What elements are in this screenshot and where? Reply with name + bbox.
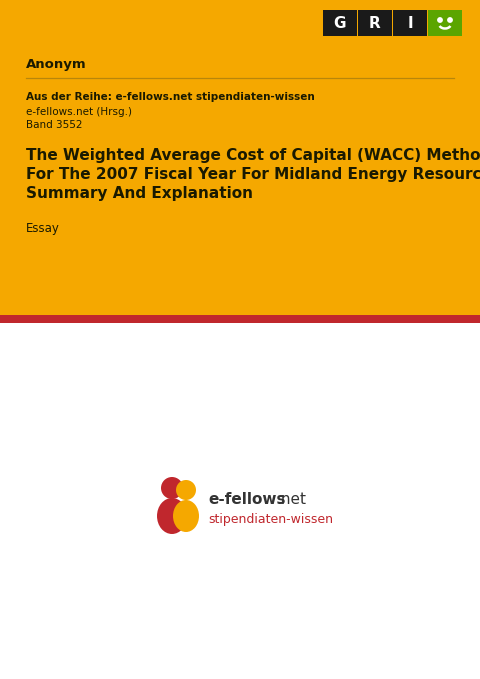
Text: The Weighted Average Cost of Capital (WACC) Method: The Weighted Average Cost of Capital (WA… — [26, 148, 480, 163]
Text: G: G — [334, 16, 346, 31]
Text: Aus der Reihe: e-fellows.net stipendiaten-wissen: Aus der Reihe: e-fellows.net stipendiate… — [26, 92, 315, 102]
Bar — [428, 10, 462, 36]
Text: .net: .net — [276, 492, 306, 507]
Text: For The 2007 Fiscal Year For Midland Energy Resources.: For The 2007 Fiscal Year For Midland Ene… — [26, 167, 480, 182]
Bar — [0, 323, 480, 679]
Bar — [0, 315, 480, 323]
Bar — [0, 0, 480, 315]
Text: R: R — [369, 16, 381, 31]
Circle shape — [438, 18, 442, 22]
Text: Essay: Essay — [26, 222, 60, 235]
Text: I: I — [407, 16, 413, 31]
Text: stipendiaten-wissen: stipendiaten-wissen — [208, 513, 333, 526]
Text: e-fellows: e-fellows — [208, 492, 286, 507]
Text: Anonym: Anonym — [26, 58, 86, 71]
Circle shape — [448, 18, 452, 22]
Ellipse shape — [173, 500, 199, 532]
Ellipse shape — [157, 498, 187, 534]
Bar — [358, 10, 392, 36]
Text: e-fellows.net (Hrsg.): e-fellows.net (Hrsg.) — [26, 107, 132, 117]
Circle shape — [176, 480, 196, 500]
Bar — [393, 10, 427, 36]
Text: Band 3552: Band 3552 — [26, 120, 83, 130]
Bar — [323, 10, 357, 36]
Circle shape — [161, 477, 183, 499]
Text: Summary And Explanation: Summary And Explanation — [26, 186, 253, 201]
